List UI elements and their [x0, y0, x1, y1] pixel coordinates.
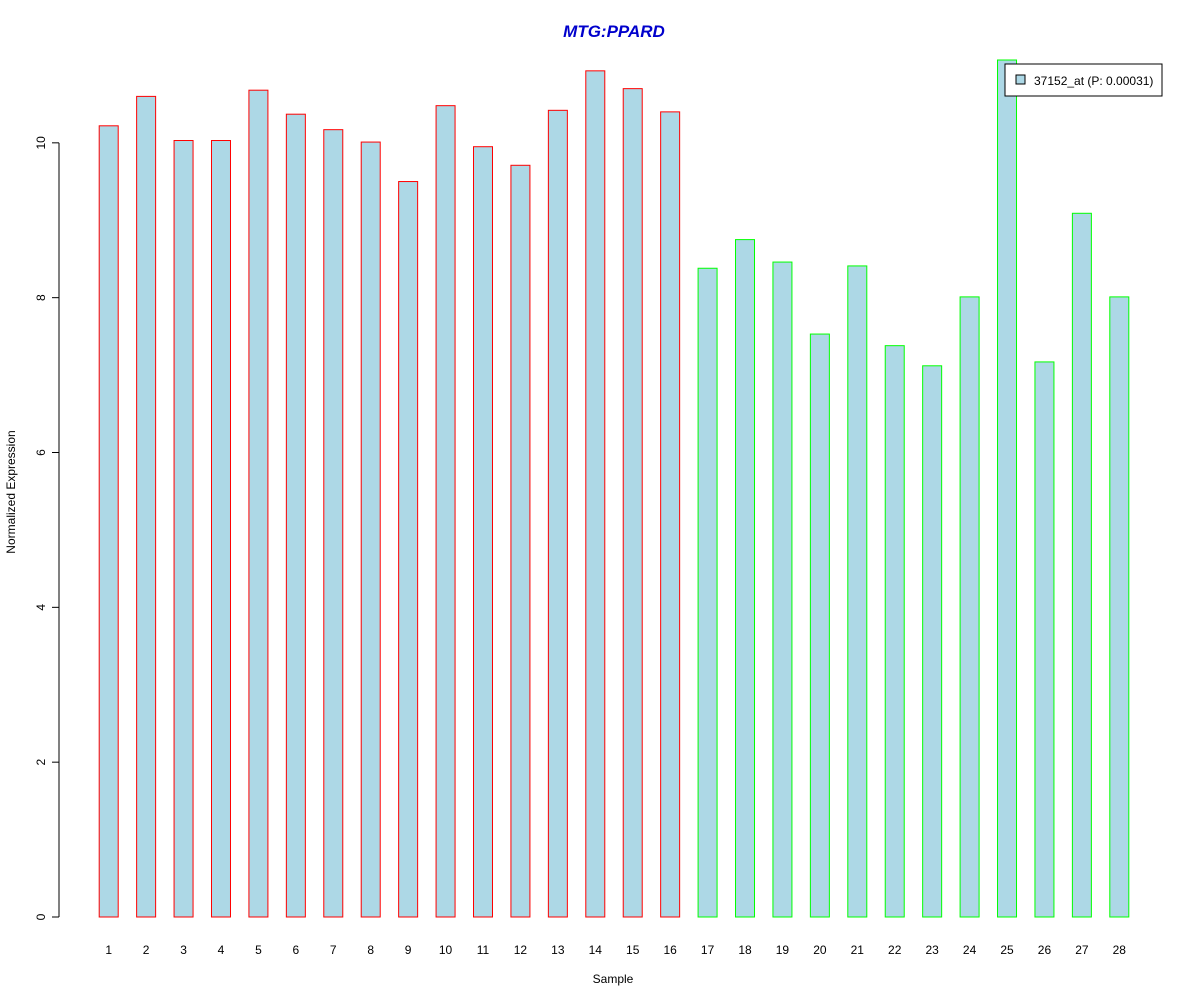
y-tick-label: 4 [34, 604, 48, 611]
x-tick-label: 17 [701, 943, 715, 957]
x-tick-label: 28 [1113, 943, 1127, 957]
bar [697, 267, 718, 918]
bar [285, 113, 306, 918]
x-tick-label: 7 [330, 943, 337, 957]
bar [959, 296, 980, 918]
x-tick-label: 26 [1038, 943, 1052, 957]
bar [323, 129, 344, 918]
x-tick-label: 20 [813, 943, 827, 957]
x-tick-label: 23 [925, 943, 939, 957]
x-tick-label: 8 [367, 943, 374, 957]
bar [398, 181, 419, 918]
bar [997, 59, 1018, 918]
x-tick-label: 19 [776, 943, 790, 957]
x-tick-label: 21 [851, 943, 865, 957]
x-tick-label: 12 [514, 943, 528, 957]
y-tick-label: 6 [34, 449, 48, 456]
x-tick-label: 18 [738, 943, 752, 957]
x-tick-label: 16 [663, 943, 677, 957]
x-axis-label: Sample [593, 972, 634, 986]
x-tick-label: 15 [626, 943, 640, 957]
y-tick-label: 2 [34, 759, 48, 766]
bar [510, 164, 531, 918]
x-tick-label: 25 [1000, 943, 1014, 957]
legend: 37152_at (P: 0.00031) [1004, 63, 1163, 97]
bar [360, 141, 381, 918]
y-axis-label: Normalized Expression [4, 430, 18, 553]
x-tick-label: 4 [218, 943, 225, 957]
bar [173, 140, 194, 918]
x-tick-label: 3 [180, 943, 187, 957]
x-tick-label: 10 [439, 943, 453, 957]
bar [547, 109, 568, 918]
bar [98, 125, 119, 918]
x-tick-label: 24 [963, 943, 977, 957]
bar [809, 333, 830, 918]
bar [210, 140, 231, 918]
x-tick-label: 13 [551, 943, 565, 957]
bar [622, 88, 643, 918]
bar [435, 105, 456, 918]
x-tick-label: 22 [888, 943, 902, 957]
x-tick-label: 9 [405, 943, 412, 957]
x-tick-label: 14 [589, 943, 603, 957]
bar [735, 239, 756, 918]
bar [922, 365, 943, 918]
bar [884, 345, 905, 918]
y-axis: 0 2 4 6 8 10 [34, 136, 60, 920]
bar [585, 70, 606, 918]
legend-box [1004, 63, 1163, 97]
bar [1109, 296, 1130, 918]
y-tick-label: 10 [34, 136, 48, 150]
y-tick-label: 8 [34, 294, 48, 301]
x-tick-labels: 1 2 3 4 5 6 7 8 9 10 11 12 13 14 15 16 17 18 19 20 21 22 23 24 2… [105, 943, 1126, 957]
legend-swatch [1015, 74, 1026, 85]
bars [98, 59, 1130, 918]
chart-title: MTG:PPARD [563, 22, 665, 41]
bar [1071, 212, 1092, 918]
bar [1034, 361, 1055, 918]
x-tick-label: 2 [143, 943, 150, 957]
x-tick-label: 1 [105, 943, 112, 957]
bar [772, 261, 793, 918]
x-tick-label: 11 [477, 943, 490, 957]
x-tick-label: 27 [1075, 943, 1089, 957]
bar [248, 89, 269, 918]
y-tick-label: 0 [34, 913, 48, 920]
legend-entry-label: 37152_at (P: 0.00031) [1034, 74, 1153, 88]
bar [660, 111, 681, 918]
bar [847, 265, 868, 918]
x-tick-label: 6 [293, 943, 300, 957]
x-tick-label: 5 [255, 943, 262, 957]
bar [136, 95, 157, 918]
bar [473, 146, 493, 918]
